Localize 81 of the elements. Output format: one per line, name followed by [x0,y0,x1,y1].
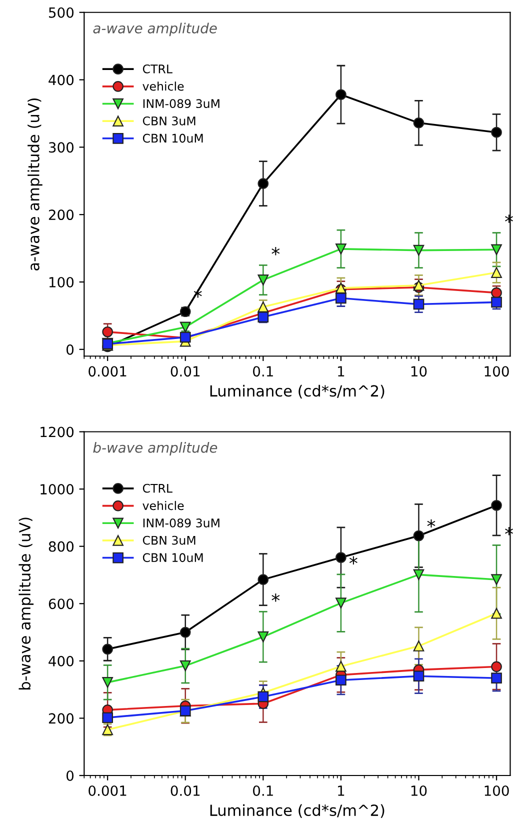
y-tick-label: 500 [49,7,74,18]
legend-label: CBN 10uM [142,134,203,143]
legend-label: INM-089 3uM [143,518,220,528]
y-tick-label: 1000 [40,484,74,495]
legend-label: INM-089 3uM [143,99,220,108]
x-tick-label: 0.01 [170,366,200,377]
point [258,691,269,702]
legend-label: CBN 3uM [142,116,196,126]
y-tick-label: 800 [48,541,74,552]
y-tick-label: 400 [48,656,74,666]
point [413,244,424,256]
y-tick-label: 600 [48,598,74,610]
point [258,312,269,322]
legend-label: CTRL [142,64,172,74]
point [336,674,346,686]
point [258,631,269,642]
point [258,178,269,189]
point [102,676,113,688]
text: b-wave amplitude [93,442,218,456]
text: a-wave amplitude [93,22,217,36]
annotation: * [349,556,358,564]
y-axis-title: a-wave amplitude (uV) [28,98,42,270]
x-tick-label: 1 [338,366,344,376]
x-tick-label: 0.1 [253,366,273,377]
point [258,302,269,312]
x-tick-label: 1 [338,786,344,796]
point [336,244,346,254]
x-axis-title: Luminance (cd*s/m^2) [210,804,384,818]
x-tick-label: 0.001 [88,785,126,796]
legend-label: CBN 3uM [142,536,196,545]
legend-label: CTRL [142,484,172,493]
x-tick-label: 100 [484,366,509,377]
y-tick-label: 100 [49,276,74,288]
point [491,672,502,684]
annotation: * [427,519,436,528]
point [180,660,191,672]
point [180,322,191,333]
point [413,298,424,310]
point [258,574,269,585]
point [336,292,346,304]
legend-label: vehicle [142,82,184,91]
point [491,244,502,256]
x-tick-label: 10 [411,785,427,796]
point [491,608,502,619]
y-tick-label: 0 [66,344,74,355]
point [491,267,502,278]
y-tick-label: 0 [66,770,74,781]
point [413,530,424,542]
point [413,569,424,580]
x-tick-label: 0.001 [88,366,126,377]
y-tick-label: 400 [48,74,74,86]
y-tick-label: 1200 [40,426,74,438]
x-axis-title: Luminance (cd*s/m^2) [210,384,384,398]
legend-label: CBN 10uM [142,553,203,562]
x-tick-label: 100 [484,785,509,796]
point [102,712,113,724]
point [413,670,424,682]
point [102,644,113,655]
y-tick-label: 200 [48,210,74,220]
annotation: * [272,594,280,602]
x-tick-label: 10 [411,366,427,377]
point [336,89,346,100]
y-tick-label: 300 [48,142,74,153]
point [413,118,424,128]
point [491,661,502,672]
y-tick-label: 200 [48,713,74,724]
point [491,500,502,511]
point [491,126,502,138]
annotation: * [272,246,280,256]
point [491,574,502,585]
x-tick-label: 0.01 [170,785,200,796]
point [258,274,269,286]
y-axis-title: b-wave amplitude (uV) [18,518,34,690]
point [336,552,346,563]
point [413,640,424,652]
legend-label: vehicle [142,500,184,510]
point [180,626,191,638]
point [102,326,113,338]
x-tick-label: 0.1 [253,785,273,796]
point [336,598,346,608]
point [336,660,346,672]
